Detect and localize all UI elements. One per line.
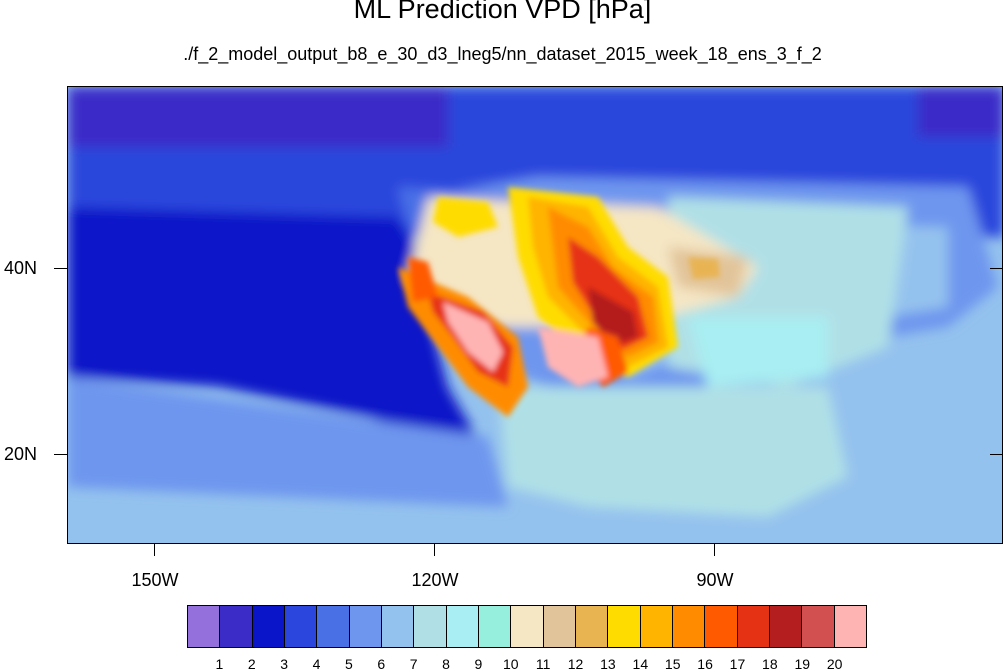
- lat-tick-20-right: [990, 454, 1003, 455]
- lat-label-20n: 20N: [4, 444, 38, 464]
- colorbar-label: 9: [474, 656, 483, 672]
- lat-tick-40-right: [990, 268, 1003, 269]
- colorbar-swatch: [640, 606, 673, 647]
- colorbar-swatch: [737, 606, 770, 647]
- colorbar-swatch: [188, 606, 221, 647]
- colorbar-swatch: [317, 606, 350, 647]
- colorbar-label: 13: [600, 656, 616, 672]
- lon-tick-90w: [714, 544, 715, 556]
- colorbar-swatch: [381, 606, 415, 647]
- lat-label-40n: 40N: [4, 258, 38, 278]
- colorbar-swatch: [252, 606, 285, 647]
- colorbar-swatch: [543, 606, 576, 647]
- colorbar-swatch: [414, 606, 447, 647]
- colorbar-swatch: [672, 606, 706, 647]
- lon-tick-150w: [154, 544, 155, 556]
- lon-tick-120w: [434, 544, 435, 556]
- lon-label-150w: 150W: [131, 570, 179, 590]
- colorbar-swatch: [511, 606, 544, 647]
- colorbar-label: 17: [729, 656, 746, 672]
- colorbar-label: 18: [762, 656, 778, 672]
- colorbar-label: 16: [697, 656, 713, 672]
- colorbar: [187, 605, 867, 648]
- lon-label-120w: 120W: [411, 570, 459, 590]
- colorbar-swatch: [284, 606, 318, 647]
- colorbar-swatch: [705, 606, 738, 647]
- colorbar-label: 19: [794, 656, 811, 672]
- colorbar-swatch: [802, 606, 835, 647]
- chart-title: ML Prediction VPD [hPa]: [353, 0, 652, 24]
- colorbar-swatch: [575, 606, 609, 647]
- colorbar-swatch: [478, 606, 512, 647]
- colorbar-swatch: [220, 606, 253, 647]
- colorbar-swatch: [769, 606, 803, 647]
- vpd-map: [67, 86, 1003, 544]
- chart-subtitle: ./f_2_model_output_b8_e_30_d3_lneg5/nn_d…: [183, 44, 822, 64]
- colorbar-label: 1: [215, 656, 224, 672]
- colorbar-swatch: [834, 606, 866, 647]
- lat-tick-40-left: [54, 268, 67, 269]
- colorbar-label: 15: [664, 656, 681, 672]
- colorbar-label: 8: [442, 656, 450, 672]
- colorbar-label: 10: [503, 656, 519, 672]
- colorbar-label: 11: [535, 656, 551, 672]
- colorbar-swatch: [608, 606, 641, 647]
- colorbar-label: 14: [632, 656, 649, 672]
- lat-tick-20-left: [54, 454, 67, 455]
- colorbar-label: 20: [826, 656, 843, 672]
- vpd-field: [68, 87, 1002, 543]
- colorbar-label: 3: [280, 656, 289, 672]
- colorbar-label: 2: [247, 656, 256, 672]
- colorbar-label: 6: [377, 656, 386, 672]
- colorbar-swatch: [446, 606, 479, 647]
- colorbar-label: 7: [409, 656, 418, 672]
- colorbar-label: 5: [344, 656, 353, 672]
- lon-label-90w: 90W: [696, 570, 734, 590]
- colorbar-label: 12: [567, 656, 584, 672]
- colorbar-swatch: [349, 606, 382, 647]
- colorbar-label: 4: [312, 656, 321, 672]
